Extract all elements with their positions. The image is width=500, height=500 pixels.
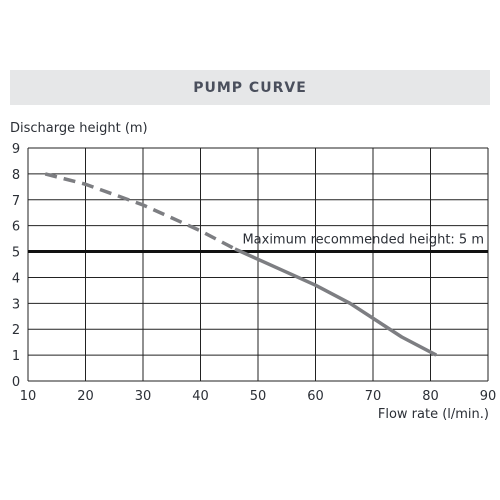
grid-lines	[27, 147, 489, 382]
x-tick-label: 60	[307, 389, 324, 404]
y-tick-label: 7	[12, 194, 20, 209]
chart-title: PUMP CURVE	[193, 79, 307, 96]
y-tick-label: 4	[12, 271, 20, 286]
y-tick-label: 0	[12, 375, 20, 390]
y-axis-label: Discharge height (m)	[10, 121, 148, 136]
x-tick-labels: 10 20 30 40 50 60 70 80 90	[20, 389, 497, 404]
curve-solid-segment	[234, 247, 438, 357]
x-tick-label: 20	[77, 389, 94, 404]
x-axis-label: Flow rate (l/min.)	[378, 407, 489, 422]
x-tick-label: 80	[422, 389, 439, 404]
x-tick-label: 70	[365, 389, 382, 404]
y-tick-label: 3	[12, 297, 20, 312]
reference-line-group: Maximum recommended height: 5 m	[28, 233, 488, 254]
y-tick-label: 1	[12, 349, 20, 364]
x-tick-label: 50	[250, 389, 267, 404]
x-tick-label: 30	[135, 389, 152, 404]
y-tick-label: 5	[12, 246, 20, 261]
x-tick-label: 10	[20, 389, 37, 404]
chart-title-band: PUMP CURVE	[10, 70, 490, 105]
y-tick-label: 8	[12, 168, 20, 183]
reference-line-label: Maximum recommended height: 5 m	[242, 233, 484, 248]
x-tick-label: 90	[480, 389, 497, 404]
x-tick-label: 40	[192, 389, 209, 404]
y-tick-label: 2	[12, 323, 20, 338]
y-tick-label: 6	[12, 220, 20, 235]
y-tick-labels: 0 1 2 3 4 5 6 7 8 9	[12, 142, 20, 390]
y-tick-label: 9	[12, 142, 20, 157]
series-group	[44, 172, 438, 357]
curve-dashed-segment	[44, 172, 236, 251]
